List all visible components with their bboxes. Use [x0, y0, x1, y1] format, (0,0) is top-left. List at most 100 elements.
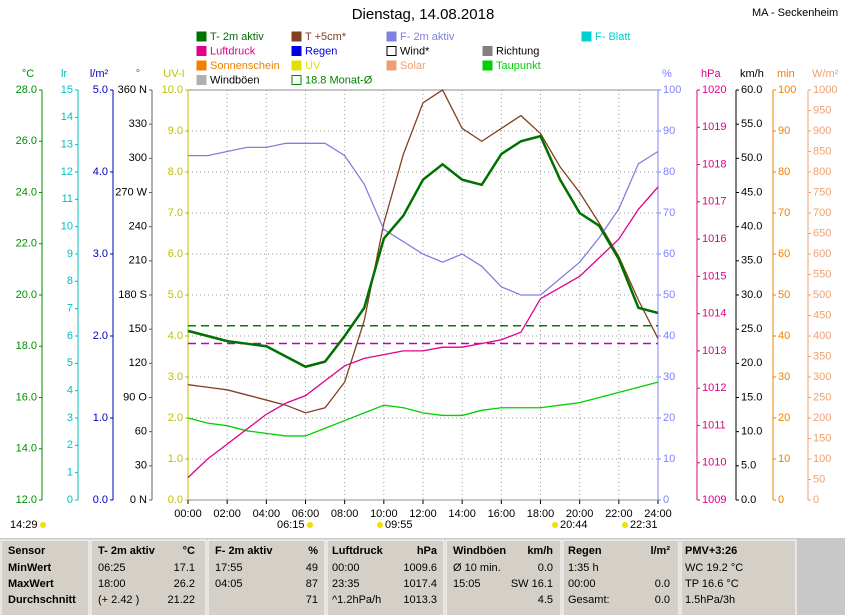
table-cell: MaxWert — [8, 578, 54, 590]
table-cell: 87 — [306, 578, 318, 590]
y-tick-label: 60 — [778, 248, 790, 260]
y-tick-label: 15.0 — [741, 391, 762, 403]
y-tick-label: 90 — [778, 125, 790, 137]
y-tick-label: 150 — [813, 432, 831, 444]
y-tick-label: 20 — [663, 412, 675, 424]
y-tick-label: 70 — [778, 207, 790, 219]
y-tick-label: 1013 — [702, 345, 726, 357]
legend-swatch — [291, 60, 302, 71]
y-tick-label: 1.0 — [168, 453, 183, 465]
y-tick-label: 100 — [663, 84, 681, 96]
x-tick-label: 10:00 — [370, 508, 398, 520]
legend-label: Windböen — [210, 74, 260, 86]
y-tick-label: 55.0 — [741, 118, 762, 130]
y-tick-label: 600 — [813, 248, 831, 260]
y-tick-label: 270 W — [115, 186, 147, 198]
y-tick-label: 550 — [813, 268, 831, 280]
legend-label: F- 2m aktiv — [400, 31, 455, 43]
y-tick-label: 30 — [135, 460, 147, 472]
table-cell: ^1.2hPa/h — [332, 594, 381, 606]
table-cell: 15:05 — [453, 578, 481, 590]
x-tick-label: 16:00 — [488, 508, 516, 520]
y-tick-label: 4 — [67, 385, 73, 397]
y-tick-label: 400 — [813, 330, 831, 342]
table-cell: 1:35 h — [568, 562, 599, 574]
y-tick-label: 10.0 — [741, 426, 762, 438]
y-tick-label: 1015 — [702, 270, 726, 282]
y-tick-label: 850 — [813, 145, 831, 157]
y-tick-label: 1010 — [702, 457, 726, 469]
y-tick-label: 60 — [663, 248, 675, 260]
legend-label: Sonnenschein — [210, 60, 280, 72]
table-cell: 17:55 — [215, 562, 243, 574]
y-tick-label: 15 — [61, 84, 73, 96]
sun-icon — [622, 522, 628, 528]
y-tick-label: 900 — [813, 125, 831, 137]
y-tick-label: 9.0 — [168, 125, 183, 137]
y-tick-label: 500 — [813, 289, 831, 301]
y-tick-label: 2.0 — [93, 330, 108, 342]
table-cell: 1.5hPa/3h — [685, 594, 735, 606]
y-tick-label: 50 — [663, 289, 675, 301]
y-tick-label: 50.0 — [741, 152, 762, 164]
y-tick-label: 40.0 — [741, 221, 762, 233]
legend-label: T- 2m aktiv — [210, 31, 264, 43]
y-tick-label: 1016 — [702, 233, 726, 245]
table-cell: (+ 2.42 ) — [98, 594, 139, 606]
table-header: Regen — [568, 545, 602, 557]
legend-swatch — [291, 75, 302, 85]
y-tick-label: 1014 — [702, 308, 726, 320]
y-tick-label: 20 — [778, 412, 790, 424]
legend-swatch — [196, 60, 207, 71]
y-tick-label: 5.0 — [741, 460, 756, 472]
sun-marker: 06:15 — [277, 519, 305, 531]
y-tick-label: 300 — [129, 152, 147, 164]
axis-unit: km/h — [740, 68, 764, 80]
table-header: T- 2m aktiv — [98, 545, 156, 557]
y-tick-label: 13 — [61, 139, 73, 151]
axis-unit: hPa — [701, 68, 721, 80]
y-tick-label: 330 — [129, 118, 147, 130]
legend-swatch — [291, 46, 302, 56]
table-cell: 18:00 — [98, 578, 126, 590]
table-cell: 4.5 — [538, 594, 553, 606]
y-tick-label: 800 — [813, 166, 831, 178]
table-header: Sensor — [8, 545, 46, 557]
sun-marker: 20:44 — [560, 519, 588, 531]
y-tick-label: 35.0 — [741, 255, 762, 267]
table-cell: 04:05 — [215, 578, 243, 590]
y-tick-label: 1019 — [702, 121, 726, 133]
table-cell: Ø 10 min. — [453, 562, 501, 574]
y-tick-label: 12 — [61, 166, 73, 178]
legend-swatch — [482, 60, 493, 71]
table-cell: 17.1 — [174, 562, 195, 574]
y-tick-label: 5 — [67, 357, 73, 369]
y-tick-label: 50 — [778, 289, 790, 301]
y-tick-label: 0.0 — [93, 494, 108, 506]
x-tick-label: 00:00 — [174, 508, 202, 520]
axis-unit: W/m² — [812, 68, 839, 80]
legend-swatch — [196, 75, 207, 85]
series-line — [188, 142, 659, 296]
table-cell: 0.0 — [538, 562, 553, 574]
sun-marker: 22:31 — [630, 519, 658, 531]
sun-icon — [377, 522, 383, 528]
y-tick-label: 24.0 — [16, 186, 37, 198]
y-tick-label: 14 — [61, 111, 73, 123]
y-tick-label: 40 — [663, 330, 675, 342]
legend-label: Taupunkt — [496, 60, 541, 72]
table-cell: Durchschnitt — [8, 594, 76, 606]
y-tick-label: 100 — [778, 84, 796, 96]
y-tick-label: 10.0 — [162, 84, 183, 96]
table-cell: TP 16.6 °C — [685, 578, 739, 590]
y-tick-label: 40 — [778, 330, 790, 342]
legend-label: Regen — [305, 45, 337, 57]
table-cell: 21.22 — [167, 594, 195, 606]
y-tick-label: 90 O — [123, 391, 147, 403]
x-tick-label: 06:00 — [292, 508, 320, 520]
y-tick-label: 210 — [129, 255, 147, 267]
y-tick-label: 70 — [663, 207, 675, 219]
y-tick-label: 18.0 — [16, 340, 37, 352]
x-tick-label: 04:00 — [253, 508, 281, 520]
legend-swatch — [291, 31, 302, 42]
